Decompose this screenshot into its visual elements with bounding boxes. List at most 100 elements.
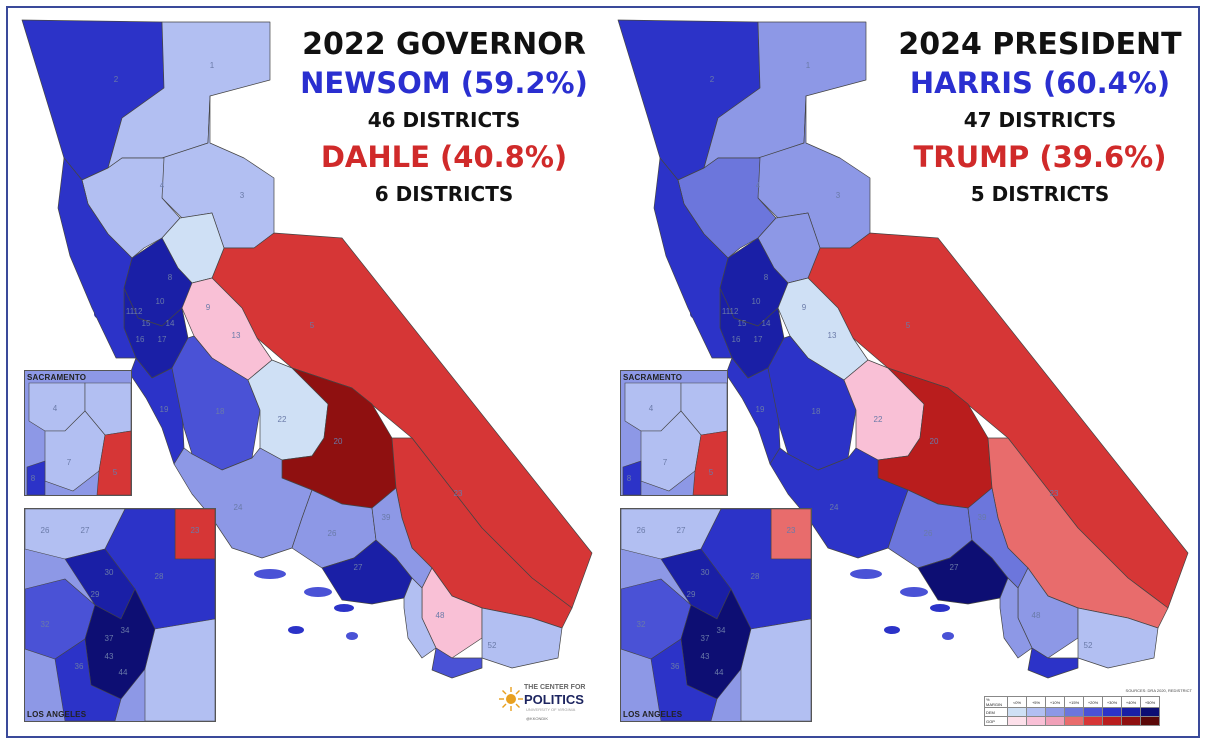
winner-districts: 46 DISTRICTS xyxy=(367,108,521,132)
right-district-label-2: 2 xyxy=(710,75,715,84)
left-la-label-23: 23 xyxy=(191,526,200,535)
left-sac-label-8: 8 xyxy=(31,474,36,483)
left-district-label-13: 13 xyxy=(232,331,241,340)
right-district-label-19: 19 xyxy=(756,405,765,414)
left-district-label-14: 14 xyxy=(166,319,175,328)
left-district-d52a xyxy=(481,607,563,669)
right-la-label-32: 32 xyxy=(637,620,646,629)
right-district-label-24: 24 xyxy=(830,503,839,512)
right-district-label-3: 3 xyxy=(836,191,841,200)
left-sac-label-4: 4 xyxy=(53,404,58,413)
right-district-d24 xyxy=(769,447,909,559)
left-district-label-15: 15 xyxy=(142,319,151,328)
right-district-label-15: 15 xyxy=(738,319,747,328)
left-la-label-34: 34 xyxy=(121,626,130,635)
panel-title: 2022 GOVERNOR xyxy=(302,27,586,62)
right-district-label-14: 14 xyxy=(762,319,771,328)
left-district-label-5: 5 xyxy=(310,321,315,330)
margin-legend: SOURCES: DRA 2020, REDISTRICT % MARGIN <… xyxy=(984,688,1196,726)
left-la-label-37: 37 xyxy=(105,634,114,643)
left-la-label-27: 27 xyxy=(81,526,90,535)
left-island xyxy=(334,604,354,612)
left-la-label-29: 29 xyxy=(91,590,100,599)
legend-swatch xyxy=(1064,716,1084,726)
legend-swatch xyxy=(1121,707,1141,717)
left-sac-district xyxy=(26,460,46,495)
right-district-label-11: 11 xyxy=(722,307,731,316)
panel-title: 2024 PRESIDENT xyxy=(898,27,1182,62)
right-la-label-27: 27 xyxy=(677,526,686,535)
legend-header-row: % MARGIN <0% +5% +10% +15% +20% +30% +40… xyxy=(984,696,1160,708)
sacramento-inset-map: 4 8 5 7 xyxy=(25,371,131,495)
left-district-label-23: 23 xyxy=(454,489,463,498)
right-island xyxy=(884,626,900,634)
right-district-label-1: 1 xyxy=(806,61,811,70)
legend-table: % MARGIN <0% +5% +10% +15% +20% +30% +40… xyxy=(984,696,1160,726)
left-district-label-17: 17 xyxy=(158,335,167,344)
right-district-label-18: 18 xyxy=(812,407,821,416)
left-sac-district xyxy=(96,430,131,495)
right-island xyxy=(930,604,950,612)
legend-header-cell: +15% xyxy=(1064,696,1084,708)
right-district-label-26: 26 xyxy=(924,529,933,538)
left-district-label-11: 11 xyxy=(126,307,135,316)
right-district-label-10: 10 xyxy=(752,297,761,306)
left-la-district xyxy=(54,638,122,721)
legend-swatch xyxy=(1083,707,1103,717)
right-la-label-28: 28 xyxy=(751,572,760,581)
legend-swatch xyxy=(1064,707,1084,717)
panel-2024-president: 2 1 3 4 5 8 10 11 12 15 14 16 17 13 9 18 19 22 20 23 24 26 27 4… xyxy=(608,8,1202,728)
legend-gop-row: GOP xyxy=(984,716,1160,726)
right-district-label-8: 8 xyxy=(764,273,769,282)
left-district-oc xyxy=(403,577,437,659)
right-district-label-12: 12 xyxy=(730,307,739,316)
title-block-left: 2022 GOVERNOR NEWSOM (59.2%) 46 DISTRICT… xyxy=(274,26,614,212)
left-district-coast xyxy=(57,157,137,359)
legend-swatch xyxy=(1121,716,1141,726)
right-la-district xyxy=(740,618,811,721)
left-district-label-52: 52 xyxy=(488,641,497,650)
legend-header-cell: +40% xyxy=(1121,696,1141,708)
right-district-label-52: 52 xyxy=(1084,641,1093,650)
left-la-label-44: 44 xyxy=(119,668,128,677)
right-sac-label-5: 5 xyxy=(709,468,714,477)
right-island xyxy=(942,632,954,640)
right-sac-district xyxy=(692,430,727,495)
right-district-label-16: 16 xyxy=(732,335,741,344)
inset-los-angeles: 26 27 23 28 29 30 32 34 36 37 43 44 LOS ANGELES xyxy=(24,508,216,722)
right-district-d4 xyxy=(677,157,777,259)
inset-sacramento: SACRAMENTO 4 8 5 7 xyxy=(620,370,728,496)
inset-los-angeles: 26 27 23 28 29 30 32 34 36 37 43 44 LOS ANGELES xyxy=(620,508,812,722)
los-angeles-inset-map: 26 27 23 28 29 30 32 34 36 37 43 44 xyxy=(25,509,215,721)
right-district-label-27: 27 xyxy=(950,563,959,572)
right-sac-label-7: 7 xyxy=(663,458,668,467)
legend-swatch xyxy=(1007,716,1027,726)
right-la-district xyxy=(650,638,718,721)
right-district-coast xyxy=(653,157,733,359)
inset-label-los-angeles: LOS ANGELES xyxy=(623,710,683,719)
legend-swatch xyxy=(1026,707,1046,717)
right-la-label-26: 26 xyxy=(637,526,646,535)
right-la-label-29: 29 xyxy=(687,590,696,599)
loser-label: TRUMP (39.6%) xyxy=(913,140,1167,174)
left-la-district xyxy=(144,618,215,721)
left-island xyxy=(288,626,304,634)
right-district-label-22: 22 xyxy=(874,415,883,424)
sunburst-icon xyxy=(499,687,523,711)
legend-header-cell: +30% xyxy=(1102,696,1122,708)
left-district-label-1: 1 xyxy=(210,61,215,70)
left-district-label-16: 16 xyxy=(136,335,145,344)
inset-label-los-angeles: LOS ANGELES xyxy=(27,710,87,719)
winner-districts: 47 DISTRICTS xyxy=(963,108,1117,132)
right-la-label-34: 34 xyxy=(717,626,726,635)
left-sac-label-7: 7 xyxy=(67,458,72,467)
winner-label: NEWSOM (59.2%) xyxy=(300,66,588,100)
right-la-label-44: 44 xyxy=(715,668,724,677)
legend-header-cell: +5% xyxy=(1026,696,1046,708)
right-la-label-36: 36 xyxy=(671,662,680,671)
left-district-d4 xyxy=(81,157,181,259)
left-district-label-22: 22 xyxy=(278,415,287,424)
left-district-label-4: 4 xyxy=(160,181,165,190)
right-la-label-30: 30 xyxy=(701,568,710,577)
